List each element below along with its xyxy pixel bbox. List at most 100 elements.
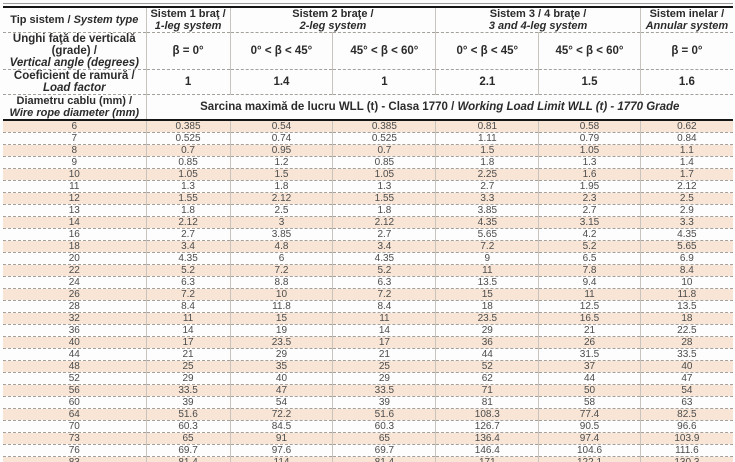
wll-value-cell: 62	[435, 372, 539, 385]
wll-value-cell: 1.4	[639, 156, 733, 169]
wll-value-cell: 63	[639, 396, 733, 409]
wll-value-cell: 8.4	[639, 264, 733, 277]
wll-value-cell: 60.3	[145, 420, 231, 433]
wll-value-cell: 33.5	[332, 384, 436, 397]
wll-value-cell: 3.15	[538, 216, 641, 229]
wll-value-cell: 3.3	[639, 216, 733, 229]
diameter-cell: 12	[68, 193, 80, 204]
table-row: 8 0.7 0.95 0.7 1.5 1.05 1.1	[3, 144, 733, 157]
wll-value-cell: 1.05	[145, 168, 231, 181]
diameter-cell: 32	[68, 313, 80, 324]
diameter-cell: 73	[68, 433, 80, 444]
wll-value-cell: 146.4	[435, 444, 539, 457]
wll-value-cell: 77.4	[538, 408, 641, 421]
load-factor-value: 1.5	[538, 69, 641, 95]
wll-value-cell: 0.95	[229, 144, 333, 157]
wll-value-cell: 0.79	[538, 132, 641, 145]
wll-value-cell: 31.5	[538, 348, 641, 361]
wll-value-cell: 69.7	[332, 444, 436, 457]
wll-value-cell: 14	[145, 324, 231, 337]
angle-value: 0° < β < 45°	[229, 32, 333, 70]
angle-label: Unghi faţă de verticală (grade) / Vertica…	[9, 33, 139, 69]
wll-value-cell: 18	[639, 312, 733, 325]
wll-value-cell: 97.6	[229, 444, 333, 457]
wll-value-cell: 10	[639, 276, 733, 289]
wll-value-cell: 91	[229, 432, 333, 445]
wll-value-cell: 4.35	[332, 252, 436, 265]
wll-value-cell: 28	[639, 336, 733, 349]
diameter-cell: 70	[68, 421, 80, 432]
table-row: 22 5.2 7.2 5.2 11 7.8 8.4	[3, 264, 733, 277]
table-row: 6 0.385 0.54 0.385 0.81 0.58 0.62	[3, 120, 733, 133]
wll-value-cell: 3.85	[435, 204, 539, 217]
wll-value-cell: 136.4	[435, 432, 539, 445]
wll-value-cell: 65	[145, 432, 231, 445]
wll-value-cell: 111.6	[639, 444, 733, 457]
data-body: 6 0.385 0.54 0.385 0.81 0.58 0.62 7 0.525 0.74 0.5…	[3, 120, 733, 462]
table-row: 14 2.12 3 2.12 4.35 3.15 3.3	[3, 216, 733, 229]
wll-value-cell: 4.35	[145, 252, 231, 265]
wll-value-cell: 72.2	[229, 408, 333, 421]
load-factor-value: 1.6	[639, 69, 733, 95]
table-row: 40 17 23.5 17 36 26 28	[3, 336, 733, 349]
wll-value-cell: 5.65	[435, 228, 539, 241]
system-type-label: Tip sistem / System type	[3, 7, 146, 33]
wll-value-cell: 1.7	[639, 168, 733, 181]
table-row: 7 0.525 0.74 0.525 1.11 0.79 0.84	[3, 132, 733, 145]
wll-value-cell: 47	[639, 372, 733, 385]
wll-value-cell: 0.85	[332, 156, 436, 169]
wll-value-cell: 22.5	[639, 324, 733, 337]
table-row: 64 51.6 72.2 51.6 108.3 77.4 82.5	[3, 408, 733, 421]
wll-value-cell: 6.3	[145, 276, 231, 289]
diameter-cell: 26	[68, 289, 80, 300]
wll-value-cell: 39	[145, 396, 231, 409]
diameter-cell: 44	[68, 349, 80, 360]
diameter-cell: 36	[68, 325, 80, 336]
vertical-angle-row: Unghi faţă de verticală (grade) / Vertica…	[3, 32, 733, 70]
table-row: 70 60.3 84.5 60.3 126.7 90.5 96.6	[3, 420, 733, 433]
wll-value-cell: 15	[435, 288, 539, 301]
wll-value-cell: 0.54	[229, 120, 333, 133]
diameter-cell: 52	[68, 373, 80, 384]
wll-value-cell: 2.12	[332, 216, 436, 229]
angle-value: 45° < β < 60°	[332, 32, 436, 70]
wll-value-cell: 54	[229, 396, 333, 409]
table-row: 60 39 54 39 81 58 63	[3, 396, 733, 409]
wll-value-cell: 8.4	[145, 300, 231, 313]
wll-value-cell: 4.35	[639, 228, 733, 241]
wll-value-cell: 1.3	[145, 180, 231, 193]
wll-value-cell: 35	[229, 360, 333, 373]
diameter-cell: 48	[68, 361, 80, 372]
table-row: 10 1.05 1.5 1.05 2.25 1.6 1.7	[3, 168, 733, 181]
wll-value-cell: 104.6	[538, 444, 641, 457]
wll-value-cell: 25	[145, 360, 231, 373]
load-factor-label: Coeficient de ramură / Load factor	[13, 70, 135, 94]
wll-value-cell: 18	[435, 300, 539, 313]
wll-value-cell: 17	[332, 336, 436, 349]
load-factor-value: 1.4	[229, 69, 333, 95]
wll-value-cell: 21	[145, 348, 231, 361]
table-row: 48 25 35 25 52 37 40	[3, 360, 733, 373]
wll-value-cell: 21	[332, 348, 436, 361]
wll-value-cell: 29	[435, 324, 539, 337]
wll-value-cell: 51.6	[145, 408, 231, 421]
wll-value-cell: 0.84	[639, 132, 733, 145]
wll-table-wrapper: Tip sistem / System type Sistem 1 braţ /…	[3, 3, 733, 462]
wll-value-cell: 0.385	[332, 120, 436, 133]
wll-value-cell: 2.12	[229, 192, 333, 205]
diameter-cell: 28	[68, 301, 80, 312]
wll-value-cell: 1.8	[332, 204, 436, 217]
wll-value-cell: 84.5	[229, 420, 333, 433]
diameter-cell: 18	[68, 241, 80, 252]
diameter-cell: 24	[68, 277, 80, 288]
wll-value-cell: 1.05	[332, 168, 436, 181]
angle-value: 0° < β < 45°	[435, 32, 539, 70]
wll-value-cell: 1.8	[229, 180, 333, 193]
diameter-cell: 20	[68, 253, 80, 264]
wll-value-cell: 69.7	[145, 444, 231, 457]
wll-value-cell: 0.7	[145, 144, 231, 157]
table-row: 76 69.7 97.6 69.7 146.4 104.6 111.6	[3, 444, 733, 457]
wll-value-cell: 9.4	[538, 276, 641, 289]
wll-value-cell: 1.6	[538, 168, 641, 181]
table-row: 13 1.8 2.5 1.8 3.85 2.7 2.9	[3, 204, 733, 217]
